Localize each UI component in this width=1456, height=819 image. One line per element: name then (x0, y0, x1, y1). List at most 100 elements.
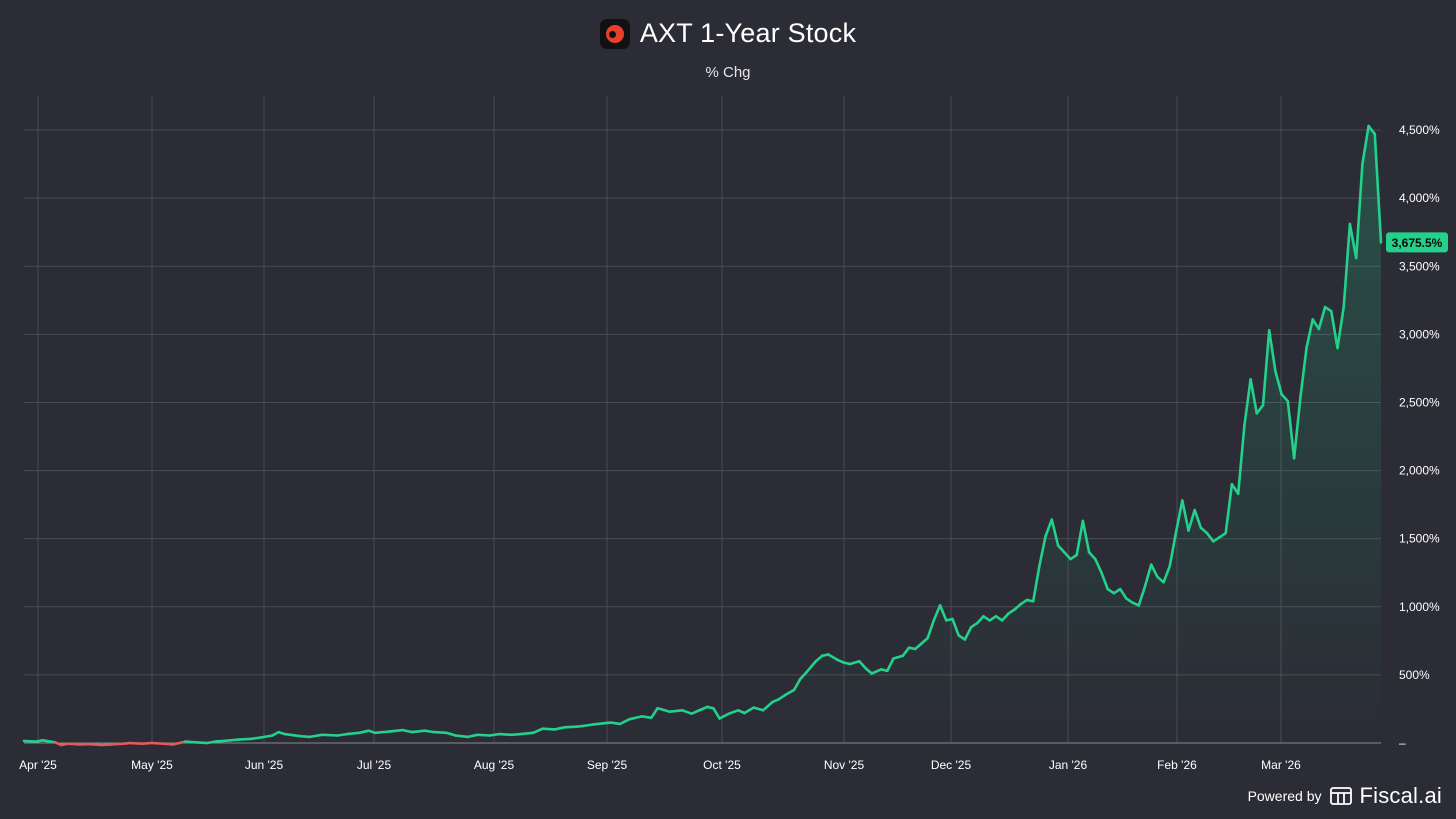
y-tick-label: 4,000% (1399, 191, 1440, 205)
series-line-segment (609, 721, 622, 726)
series-line-segment (1143, 563, 1153, 588)
series-line-segment (1292, 397, 1302, 460)
series-line-segment (497, 732, 513, 737)
series-line-segment (109, 742, 125, 746)
series-line-segment (1348, 222, 1358, 260)
series-line-segment (792, 677, 802, 692)
series-line-segment (618, 717, 631, 726)
series-line-segment (466, 733, 479, 739)
series-line-segment (1100, 571, 1109, 591)
series-line-segment (938, 604, 948, 622)
series-line-segment (128, 741, 144, 746)
series-line-segment (885, 657, 895, 673)
chart-header: AXT 1-Year Stock % Chg (0, 18, 1456, 81)
series-line-segment (1305, 318, 1314, 350)
series-line-segment (1087, 550, 1097, 561)
series-line-segment (1050, 518, 1060, 547)
series-line-segment (1075, 519, 1085, 557)
series-line-segment (336, 732, 349, 737)
series-line-segment (476, 733, 492, 737)
series-line-segment (410, 729, 426, 734)
series-line-segment (1187, 508, 1196, 532)
x-tick-label: Dec '25 (931, 758, 972, 772)
series-line-segment (864, 666, 874, 675)
series-line-segment (401, 728, 414, 734)
series-line-segment (1063, 550, 1072, 561)
series-line-segment (1373, 132, 1383, 244)
last-value-badge-layer: 3,675.5% (1386, 232, 1448, 253)
series-line-segment (1311, 318, 1321, 331)
series-line-segment (1199, 526, 1209, 535)
series-line-segment (680, 708, 693, 716)
y-tick-label: 500% (1399, 668, 1430, 682)
series-line-segment (562, 725, 579, 729)
series-line-segment (857, 659, 867, 670)
title-row: AXT 1-Year Stock (599, 18, 857, 49)
series-line-segment (743, 706, 756, 715)
series-line-segment (1274, 369, 1283, 396)
x-tick-label: Aug '25 (474, 758, 515, 772)
series-line-segment (1162, 564, 1172, 584)
series-line-segment (1336, 305, 1345, 350)
series-line-segment (100, 743, 113, 747)
y-tick-label: 2,500% (1399, 395, 1440, 409)
series-line-segment (1056, 544, 1066, 554)
series-line-segment (696, 705, 709, 713)
chart-title: AXT 1-Year Stock (639, 18, 857, 48)
series-line-segment (488, 732, 501, 737)
series-line-segment (826, 653, 839, 662)
series-line-segment (1149, 563, 1159, 579)
x-tick-label: Jul '25 (357, 758, 392, 772)
area-layer (24, 126, 1381, 745)
series-line-segment (1255, 403, 1265, 415)
series-line-segment (1280, 392, 1290, 403)
series-line-segment (205, 740, 218, 745)
series-line-segment (892, 654, 905, 660)
series-line-segment (656, 706, 672, 714)
series-line-segment (1118, 587, 1128, 600)
series-line-segment (1168, 530, 1178, 568)
x-tick-label: Jun '25 (245, 758, 284, 772)
x-tick-label: Jan '26 (1049, 758, 1088, 772)
series-line-segment (913, 642, 923, 651)
x-tick-label: Feb '26 (1157, 758, 1197, 772)
series-line-segment (1286, 399, 1296, 460)
series-line-segment (1094, 557, 1103, 575)
series-line-segment (1261, 328, 1271, 407)
series-line-segment (649, 706, 659, 720)
x-tick-label: Sep '25 (587, 758, 628, 772)
series-line-segment (227, 738, 240, 742)
series-line-segment (1299, 346, 1308, 400)
series-line-segment (783, 688, 796, 697)
series-line-segment (1038, 534, 1047, 568)
series-line-segment (423, 729, 436, 734)
last-value-label: 3,675.5% (1392, 236, 1443, 250)
series-line-segment (22, 739, 38, 743)
y-tick-label: – (1399, 736, 1406, 750)
series-line-segment (510, 732, 523, 737)
powered-by-label: Powered by (1247, 788, 1322, 804)
series-line-segment (171, 740, 187, 746)
series-line-segment (1330, 309, 1339, 350)
series-line-segment (358, 729, 371, 735)
series-line-segment (1205, 531, 1215, 543)
series-line-segment (727, 708, 740, 716)
y-tick-label: 3,000% (1399, 327, 1440, 341)
series-line-segment (184, 740, 197, 744)
series-line-segment (345, 731, 361, 736)
series-line-segment (389, 728, 405, 733)
series-line-segment (752, 706, 765, 712)
y-tick-label: 3,500% (1399, 259, 1440, 273)
x-tick-label: Mar '26 (1261, 758, 1301, 772)
axt-logo-icon (599, 18, 630, 49)
series-line-segment (1361, 124, 1370, 166)
series-line-segment (1000, 612, 1010, 622)
series-line-segment (1193, 508, 1203, 530)
series-line-segment (805, 659, 818, 674)
series-line-segment (975, 614, 985, 625)
branding[interactable]: Powered by Fiscal.ai (1248, 783, 1442, 809)
series-line-segment (140, 741, 153, 746)
chart-subtitle: % Chg (705, 63, 751, 81)
